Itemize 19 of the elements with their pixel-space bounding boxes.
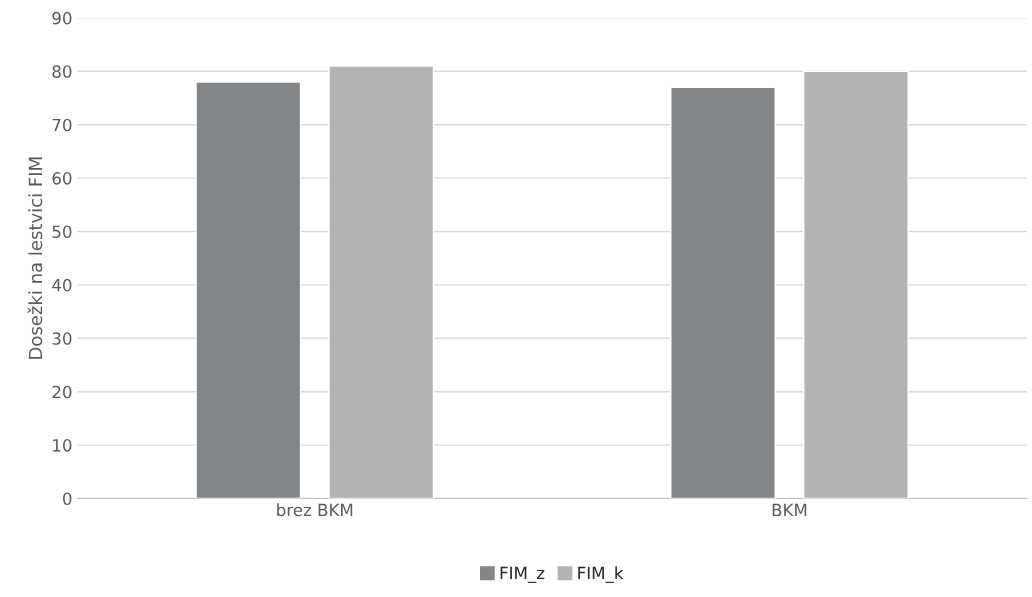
bar bbox=[670, 86, 776, 499]
y-tick-label: 40 bbox=[52, 278, 72, 292]
x-tick-label: brez BKM bbox=[277, 503, 353, 517]
y-tick-label: 10 bbox=[53, 439, 72, 452]
y-axis-title: Dosežki na lestvici FIM bbox=[27, 157, 43, 359]
y-tick-label: 60 bbox=[52, 172, 72, 185]
y-tick-label: 0 bbox=[63, 492, 72, 506]
y-tick-label: 70 bbox=[52, 118, 72, 132]
bar bbox=[195, 81, 302, 499]
x-tick-label: BKM bbox=[772, 503, 807, 517]
y-tick-label: 30 bbox=[52, 332, 72, 345]
y-tick-label: 90 bbox=[52, 11, 72, 25]
bar bbox=[328, 65, 435, 499]
y-tick-label: 50 bbox=[52, 225, 72, 239]
bar bbox=[803, 70, 909, 499]
legend-label: FIM_k bbox=[578, 566, 624, 583]
y-tick-label: 20 bbox=[52, 385, 72, 399]
y-tick-label: 80 bbox=[52, 65, 72, 78]
legend-label: FIM_z bbox=[500, 566, 545, 583]
